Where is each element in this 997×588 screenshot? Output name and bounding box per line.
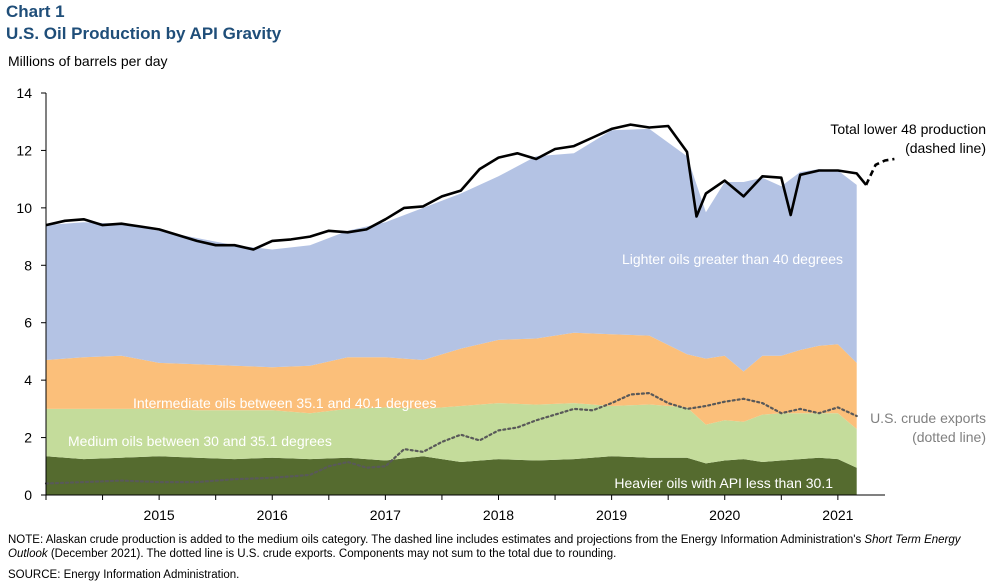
area-medium [46,403,857,468]
y-tick-label: 2 [24,430,32,446]
label-medium: Medium oils between 30 and 35.1 degrees [68,433,332,449]
y-tick-label: 14 [16,85,32,101]
total-projection-line [864,157,895,186]
x-tick-label: 2017 [370,507,401,523]
x-tick-label: 2020 [709,507,740,523]
axes: 0 2 4 6 8 10 12 14 2015 2016 2017 2018 2019 2020 2021 [16,85,885,523]
label-exports-sub: (dotted line) [912,429,986,445]
annotations: Lighter oils greater than 40 degrees Inte… [68,121,986,491]
stacked-areas [46,128,857,495]
area-intermediate [46,332,857,429]
chart-number: Chart 1 [6,2,65,21]
area-heavy [46,456,857,495]
y-axis-label: Millions of barrels per day [8,53,168,69]
label-total-sub: (dashed line) [905,140,986,156]
footnote: NOTE: Alaskan crude production is added … [8,533,993,561]
label-exports: U.S. crude exports [870,410,986,426]
y-tick-label: 12 [16,142,32,158]
x-tick-label: 2016 [257,507,288,523]
series-lines [44,123,895,485]
exports-line [44,391,858,485]
x-tick-label: 2019 [596,507,627,523]
y-tick-label: 10 [16,200,32,216]
x-tick-label: 2021 [822,507,853,523]
y-tick-label: 6 [24,315,32,331]
label-light: Lighter oils greater than 40 degrees [622,251,843,267]
note-italic: Short Term Energy Outlook [8,534,961,560]
note-prefix: NOTE: Alaskan crude production is added … [8,534,865,546]
note-suffix: (December 2021). The dotted line is U.S.… [47,548,617,560]
y-tick-label: 4 [24,372,32,388]
y-tick-label: 0 [24,487,32,503]
label-intermediate: Intermediate oils between 35.1 and 40.1 … [133,395,437,411]
label-heavy: Heavier oils with API less than 30.1 [614,475,833,491]
x-tick-label: 2018 [483,507,514,523]
label-total: Total lower 48 production [830,121,986,137]
total-line [45,123,868,251]
source-line: SOURCE: Energy Information Administratio… [8,569,240,581]
chart-title: U.S. Oil Production by API Gravity [6,24,282,43]
y-tick-label: 8 [24,257,32,273]
area-light [46,128,857,372]
x-tick-label: 2015 [144,507,175,523]
